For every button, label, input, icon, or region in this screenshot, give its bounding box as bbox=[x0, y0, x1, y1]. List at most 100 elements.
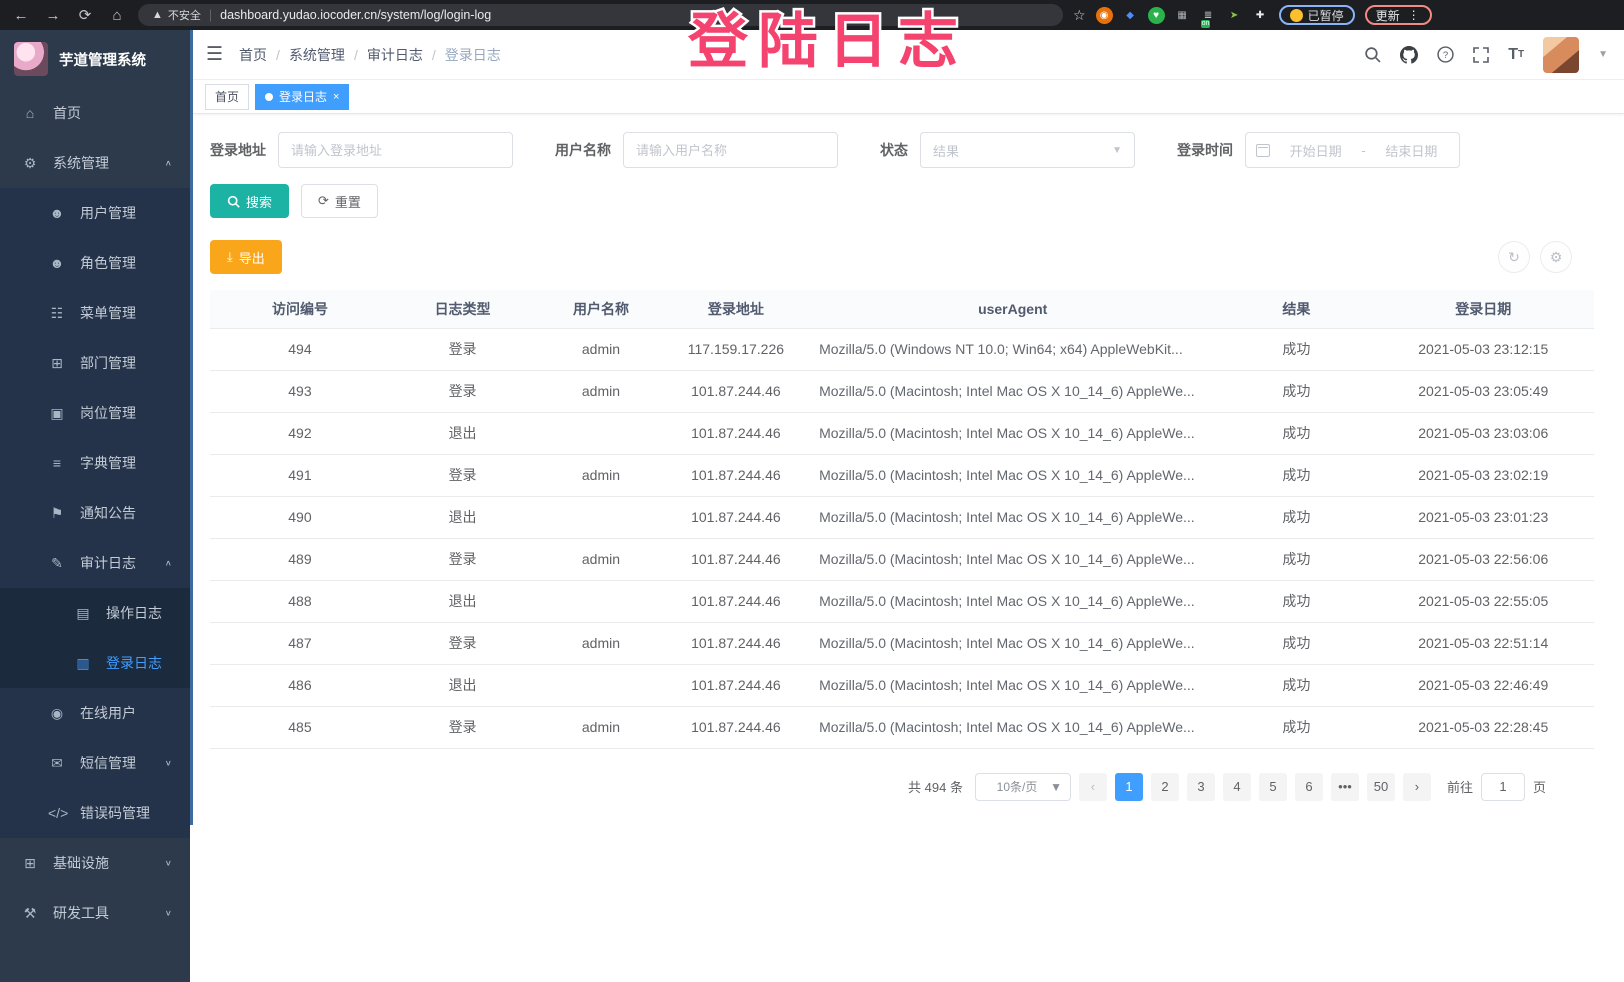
sidebar-item-error-code[interactable]: </> 错误码管理 bbox=[0, 788, 190, 838]
page-button-3[interactable]: 3 bbox=[1186, 772, 1215, 801]
breadcrumb-item[interactable]: 首页 bbox=[239, 46, 268, 63]
chevron-up-icon: ∧ bbox=[164, 558, 172, 568]
page-button-2[interactable]: 2 bbox=[1150, 772, 1179, 801]
page-button-1[interactable]: 1 bbox=[1114, 772, 1143, 801]
search-button[interactable]: 搜索 bbox=[210, 184, 290, 218]
page-button-50[interactable]: 50 bbox=[1366, 772, 1395, 801]
page-button-5[interactable]: 5 bbox=[1258, 772, 1287, 801]
tag-home[interactable]: 首页 bbox=[205, 83, 250, 110]
sidebar-item-role-mgmt[interactable]: ☻ 角色管理 bbox=[0, 238, 190, 288]
sidebar-item-operate-log[interactable]: ▤ 操作日志 bbox=[0, 588, 190, 638]
table-cell: 117.159.17.226 bbox=[666, 328, 806, 371]
sidebar-item-sms-mgmt[interactable]: ✉ 短信管理 ∨ bbox=[0, 738, 190, 788]
browser-forward-icon[interactable]: → bbox=[45, 6, 61, 24]
sidebar-item-post-mgmt[interactable]: ▣ 岗位管理 bbox=[0, 388, 190, 438]
sidebar-item-infrastructure[interactable]: ⊞ 基础设施 ∨ bbox=[0, 838, 190, 888]
login-address-input[interactable] bbox=[278, 132, 513, 168]
page-size-select[interactable]: 10条/页 ▼ bbox=[974, 772, 1071, 801]
browser-menu-icon[interactable]: ⋮ bbox=[1407, 8, 1421, 22]
ext-grid-icon[interactable]: ▦ bbox=[1177, 9, 1187, 21]
fullscreen-icon[interactable] bbox=[1473, 46, 1490, 63]
table-cell: 101.87.244.46 bbox=[666, 412, 806, 455]
more-pages-button[interactable]: ••• bbox=[1330, 772, 1359, 801]
sidebar-item-dict-mgmt[interactable]: ≡ 字典管理 bbox=[0, 438, 190, 488]
user-avatar[interactable] bbox=[1543, 36, 1580, 73]
bookmark-star-icon[interactable]: ☆ bbox=[1073, 6, 1086, 23]
sidebar-item-online-user[interactable]: ◉ 在线用户 bbox=[0, 688, 190, 738]
ext-list-on-icon[interactable]: ≣ on bbox=[1200, 9, 1213, 28]
table-cell: 成功 bbox=[1220, 454, 1373, 497]
column-header: 登录地址 bbox=[666, 290, 806, 329]
refresh-table-button[interactable]: ↻ bbox=[1498, 241, 1530, 273]
sidebar-item-audit-log[interactable]: ✎ 审计日志 ∧ bbox=[0, 538, 190, 588]
reset-button[interactable]: ⟳ 重置 bbox=[301, 184, 378, 218]
page-button-6[interactable]: 6 bbox=[1294, 772, 1323, 801]
not-secure-warning[interactable]: ▲ 不安全 bbox=[152, 9, 201, 22]
browser-reload-icon[interactable]: ⟳ bbox=[78, 7, 92, 24]
github-icon[interactable] bbox=[1400, 45, 1419, 64]
column-settings-button[interactable]: ⚙ bbox=[1540, 241, 1572, 273]
breadcrumb-item[interactable]: 审计日志 bbox=[366, 46, 423, 63]
org-chart-icon: ⊞ bbox=[51, 354, 63, 371]
ext-leaf-icon[interactable]: ➤ bbox=[1229, 9, 1239, 21]
column-header: 用户名称 bbox=[535, 290, 667, 329]
sidebar-item-label: 首页 bbox=[53, 105, 81, 121]
warning-icon: ▲ bbox=[152, 9, 163, 21]
search-icon[interactable] bbox=[1364, 46, 1381, 63]
table-cell: Mozilla/5.0 (Macintosh; Intel Mac OS X 1… bbox=[805, 370, 1221, 413]
url-text[interactable]: dashboard.yudao.iocoder.cn/system/log/lo… bbox=[220, 8, 492, 22]
ext-orange-icon[interactable]: ◉ bbox=[1095, 6, 1113, 24]
table-cell bbox=[535, 664, 667, 707]
table-cell: admin bbox=[535, 706, 667, 749]
start-date-placeholder[interactable]: 开始日期 bbox=[1289, 143, 1342, 159]
ext-blue-gem-icon[interactable]: ◆ bbox=[1126, 9, 1134, 21]
browser-update-button[interactable]: 更新 ⋮ bbox=[1364, 5, 1432, 25]
ext-puzzle-icon[interactable]: ✚ bbox=[1255, 9, 1265, 21]
sidebar-item-notice[interactable]: ⚑ 通知公告 bbox=[0, 488, 190, 538]
sidebar-item-menu-mgmt[interactable]: ☷ 菜单管理 bbox=[0, 288, 190, 338]
login-time-range-picker[interactable]: 开始日期 - 结束日期 bbox=[1245, 132, 1460, 168]
collapse-sidebar-icon[interactable]: ☰ bbox=[206, 44, 224, 65]
browser-back-icon[interactable]: ← bbox=[13, 6, 29, 24]
end-date-placeholder[interactable]: 结束日期 bbox=[1385, 143, 1438, 159]
user-icon: ☻ bbox=[49, 205, 65, 221]
table-row: 493 登录 admin 101.87.244.46 Mozilla/5.0 (Maci… bbox=[210, 370, 1594, 413]
table-cell: 488 bbox=[210, 580, 390, 623]
jump-page-input[interactable] bbox=[1480, 772, 1525, 801]
sidebar-item-user-mgmt[interactable]: ☻ 用户管理 bbox=[0, 188, 190, 238]
page-button-4[interactable]: 4 bbox=[1222, 772, 1251, 801]
chevron-down-icon[interactable]: ▼ bbox=[1598, 49, 1608, 60]
calendar-icon bbox=[1256, 143, 1270, 157]
table-cell: 退出 bbox=[389, 412, 536, 455]
sidebar-scrollbar[interactable] bbox=[190, 30, 193, 825]
export-button[interactable]: ⤓ 导出 bbox=[210, 240, 282, 274]
next-page-button[interactable]: › bbox=[1402, 772, 1431, 801]
table-cell: 退出 bbox=[389, 580, 536, 623]
table-row: 488 退出 101.87.244.46 Mozilla/5.0 (Macintosh… bbox=[210, 580, 1594, 623]
prev-page-button[interactable]: ‹ bbox=[1078, 772, 1107, 801]
profile-paused-chip[interactable]: 已暂停 bbox=[1278, 5, 1355, 25]
login-log-icon: ▥ bbox=[76, 654, 90, 671]
sidebar-item-home[interactable]: ⌂ 首页 bbox=[0, 88, 190, 138]
close-tag-icon[interactable]: × bbox=[333, 90, 340, 103]
sidebar-item-label: 角色管理 bbox=[80, 255, 136, 271]
sidebar-item-dev-tools[interactable]: ⚒ 研发工具 ∨ bbox=[0, 888, 190, 938]
table-cell: 成功 bbox=[1220, 412, 1373, 455]
status-select[interactable]: 结果 ▼ bbox=[920, 132, 1135, 168]
help-icon[interactable]: ? bbox=[1437, 46, 1454, 63]
tag-login-log[interactable]: 登录日志 × bbox=[255, 83, 350, 110]
username-input[interactable] bbox=[623, 132, 838, 168]
table-cell: admin bbox=[535, 538, 667, 581]
table-cell: Mozilla/5.0 (Macintosh; Intel Mac OS X 1… bbox=[805, 580, 1221, 623]
sidebar-item-system[interactable]: ⚙ 系统管理 ∧ bbox=[0, 138, 190, 188]
table-row: 487 登录 admin 101.87.244.46 Mozilla/5.0 (Maci… bbox=[210, 622, 1594, 665]
breadcrumb-item[interactable]: 系统管理 bbox=[288, 46, 345, 63]
address-bar[interactable]: ▲ 不安全 | dashboard.yudao.iocoder.cn/syste… bbox=[138, 4, 1063, 26]
table-cell: Mozilla/5.0 (Macintosh; Intel Mac OS X 1… bbox=[805, 664, 1221, 707]
sidebar-item-login-log[interactable]: ▥ 登录日志 bbox=[0, 638, 190, 688]
browser-home-icon[interactable]: ⌂ bbox=[112, 6, 122, 24]
sidebar-item-dept-mgmt[interactable]: ⊞ 部门管理 bbox=[0, 338, 190, 388]
ext-green-heart-icon[interactable]: ♥ bbox=[1147, 6, 1165, 24]
